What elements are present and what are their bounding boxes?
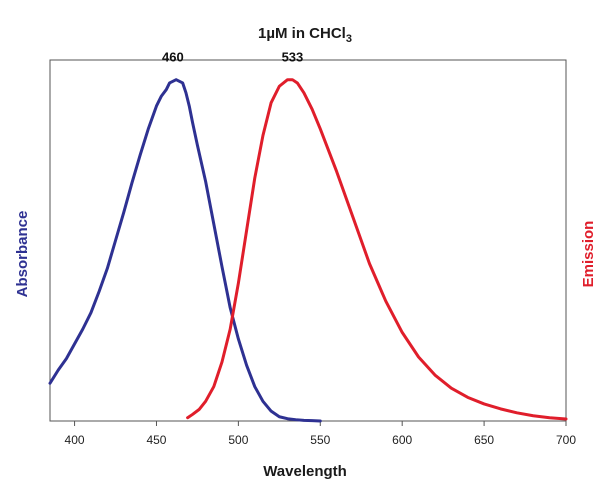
x-axis-title: Wavelength xyxy=(263,463,347,480)
chart-title-main: 1µM in CHCl xyxy=(258,25,346,42)
x-tick-label: 550 xyxy=(310,433,330,447)
x-tick-label: 450 xyxy=(146,433,166,447)
peak-label: 533 xyxy=(282,50,304,65)
y-axis-title-right: Emission xyxy=(580,221,597,288)
peak-annotations: 460 533 xyxy=(162,50,303,65)
x-tick-label: 500 xyxy=(228,433,248,447)
emission-line xyxy=(186,78,568,421)
chart-title: 1µM in CHCl3 xyxy=(258,25,352,45)
y-axis-title-left: Absorbance xyxy=(14,211,31,298)
x-tick-label: 650 xyxy=(474,433,494,447)
absorbance-line xyxy=(48,78,322,423)
chart-title-subscript: 3 xyxy=(346,33,352,45)
plot-frame xyxy=(49,59,567,422)
x-axis-tick-labels: 400 450 500 550 600 650 700 xyxy=(65,433,577,447)
series-layer xyxy=(48,78,568,423)
x-tick-label: 400 xyxy=(65,433,85,447)
x-tick-label: 700 xyxy=(556,433,576,447)
x-tick-label: 600 xyxy=(392,433,412,447)
peak-label: 460 xyxy=(162,50,184,65)
